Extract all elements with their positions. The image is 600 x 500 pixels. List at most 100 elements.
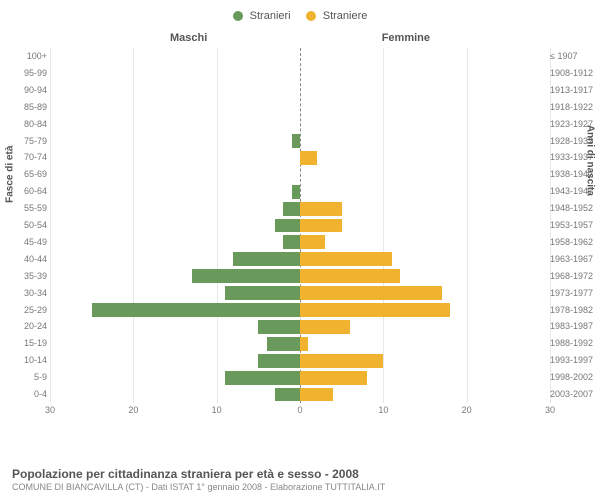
male-bar [292,185,300,199]
birth-year-label: 1953-1957 [550,217,598,234]
age-row: 80-841923-1927 [50,116,550,133]
birth-year-label: 1928-1932 [550,133,598,150]
male-bar [275,219,300,233]
x-tick-label: 30 [545,405,555,415]
legend-female-swatch [306,11,316,21]
age-label: 35-39 [2,268,47,285]
birth-year-label: 1908-1912 [550,65,598,82]
age-label: 50-54 [2,217,47,234]
birth-year-label: ≤ 1907 [550,48,598,65]
age-label: 90-94 [2,82,47,99]
birth-year-label: 1943-1947 [550,183,598,200]
age-row: 95-991908-1912 [50,65,550,82]
legend-female: Straniere [306,10,368,22]
female-bar [300,235,325,249]
age-row: 20-241983-1987 [50,318,550,335]
female-bar [300,219,342,233]
age-label: 60-64 [2,183,47,200]
plot-area: Fasce di età Anni di nascita 100+≤ 19079… [50,48,550,403]
male-bar [275,388,300,402]
x-tick-label: 0 [297,405,302,415]
birth-year-label: 1993-1997 [550,352,598,369]
column-left-label: Maschi [170,32,207,44]
age-row: 35-391968-1972 [50,268,550,285]
age-label: 30-34 [2,285,47,302]
column-right-label: Femmine [382,32,430,44]
population-pyramid-chart: Stranieri Straniere Maschi Femmine Fasce… [50,10,550,440]
age-label: 45-49 [2,234,47,251]
legend: Stranieri Straniere [50,10,550,22]
age-row: 85-891918-1922 [50,99,550,116]
x-tick-label: 30 [45,405,55,415]
x-tick-label: 10 [378,405,388,415]
age-row: 75-791928-1932 [50,133,550,150]
female-bar [300,388,333,402]
age-label: 80-84 [2,116,47,133]
male-bar [92,303,300,317]
legend-male-swatch [233,11,243,21]
age-label: 5-9 [2,369,47,386]
male-bar [283,202,300,216]
male-bar [258,354,300,368]
birth-year-label: 2003-2007 [550,386,598,403]
female-bar [300,252,392,266]
birth-year-label: 1973-1977 [550,285,598,302]
age-row: 60-641943-1947 [50,183,550,200]
birth-year-label: 1998-2002 [550,369,598,386]
age-label: 0-4 [2,386,47,403]
birth-year-label: 1958-1962 [550,234,598,251]
birth-year-label: 1918-1922 [550,99,598,116]
birth-year-label: 1968-1972 [550,268,598,285]
birth-year-label: 1978-1982 [550,302,598,319]
age-row: 70-741933-1937 [50,149,550,166]
male-bar [225,371,300,385]
female-bar [300,320,350,334]
female-bar [300,354,383,368]
age-row: 90-941913-1917 [50,82,550,99]
female-bar [300,286,442,300]
age-label: 85-89 [2,99,47,116]
age-label: 20-24 [2,318,47,335]
age-label: 10-14 [2,352,47,369]
age-label: 75-79 [2,133,47,150]
female-bar [300,269,400,283]
birth-year-label: 1948-1952 [550,200,598,217]
birth-year-label: 1988-1992 [550,335,598,352]
age-label: 25-29 [2,302,47,319]
chart-title: Popolazione per cittadinanza straniera p… [12,467,588,481]
age-row: 5-91998-2002 [50,369,550,386]
age-row: 30-341973-1977 [50,285,550,302]
legend-female-label: Straniere [323,10,368,22]
male-bar [225,286,300,300]
birth-year-label: 1933-1937 [550,149,598,166]
legend-male: Stranieri [233,10,291,22]
age-label: 55-59 [2,200,47,217]
male-bar [267,337,300,351]
x-axis: 3020100102030 [50,403,550,404]
age-row: 15-191988-1992 [50,335,550,352]
age-row: 65-691938-1942 [50,166,550,183]
birth-year-label: 1963-1967 [550,251,598,268]
female-bar [300,202,342,216]
chart-footer: Popolazione per cittadinanza straniera p… [12,467,588,492]
age-row: 40-441963-1967 [50,251,550,268]
x-tick-label: 10 [212,405,222,415]
male-bar [233,252,300,266]
x-tick-label: 20 [128,405,138,415]
age-row: 10-141993-1997 [50,352,550,369]
male-bar [292,134,300,148]
age-row: 55-591948-1952 [50,200,550,217]
age-row: 25-291978-1982 [50,302,550,319]
female-bar [300,337,308,351]
birth-year-label: 1923-1927 [550,116,598,133]
age-label: 70-74 [2,149,47,166]
male-bar [258,320,300,334]
male-bar [283,235,300,249]
legend-male-label: Stranieri [250,10,291,22]
age-row: 45-491958-1962 [50,234,550,251]
chart-subtitle: COMUNE DI BIANCAVILLA (CT) - Dati ISTAT … [12,482,588,492]
age-label: 15-19 [2,335,47,352]
age-label: 40-44 [2,251,47,268]
age-row: 0-42003-2007 [50,386,550,403]
age-label: 95-99 [2,65,47,82]
